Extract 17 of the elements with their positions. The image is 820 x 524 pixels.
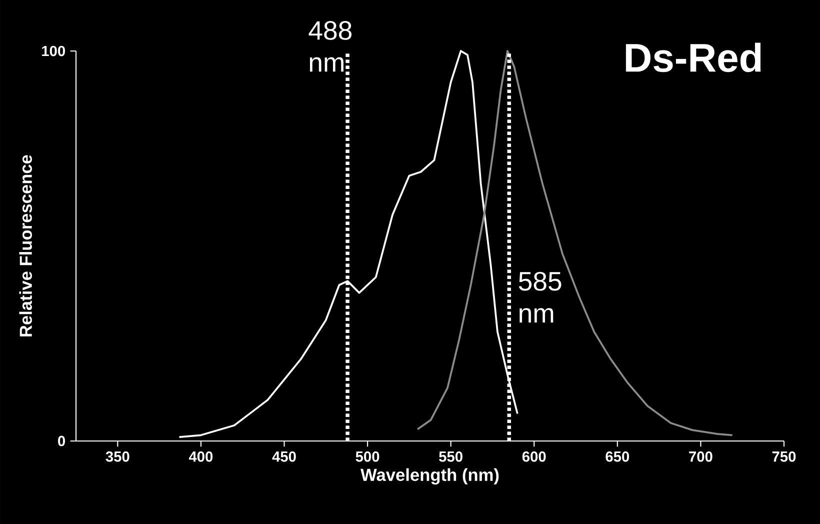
- line-series: [178, 50, 518, 438]
- x-tick-label: 600: [522, 451, 546, 462]
- chart-title: Ds-Red: [626, 42, 761, 72]
- x-tick-label: 550: [439, 451, 462, 462]
- x-tick-label: 350: [106, 451, 130, 462]
- ref-line-label: 488 nm: [308, 21, 352, 72]
- y-axis-title: Relative Fluorescence: [19, 155, 32, 336]
- x-tick-label: 650: [606, 451, 630, 462]
- x-tick-label: 700: [689, 451, 712, 462]
- x-axis-title: Wavelength (nm): [360, 468, 499, 485]
- x-tick-label: 750: [772, 451, 796, 462]
- y-tick-label: 0: [58, 436, 65, 446]
- x-tick-label: 450: [272, 451, 296, 462]
- x-tick-label: 400: [188, 451, 213, 462]
- ref-line-label: 585 nm: [518, 272, 562, 322]
- y-tick-label: 100: [42, 46, 65, 56]
- x-tick-label: 500: [356, 451, 380, 462]
